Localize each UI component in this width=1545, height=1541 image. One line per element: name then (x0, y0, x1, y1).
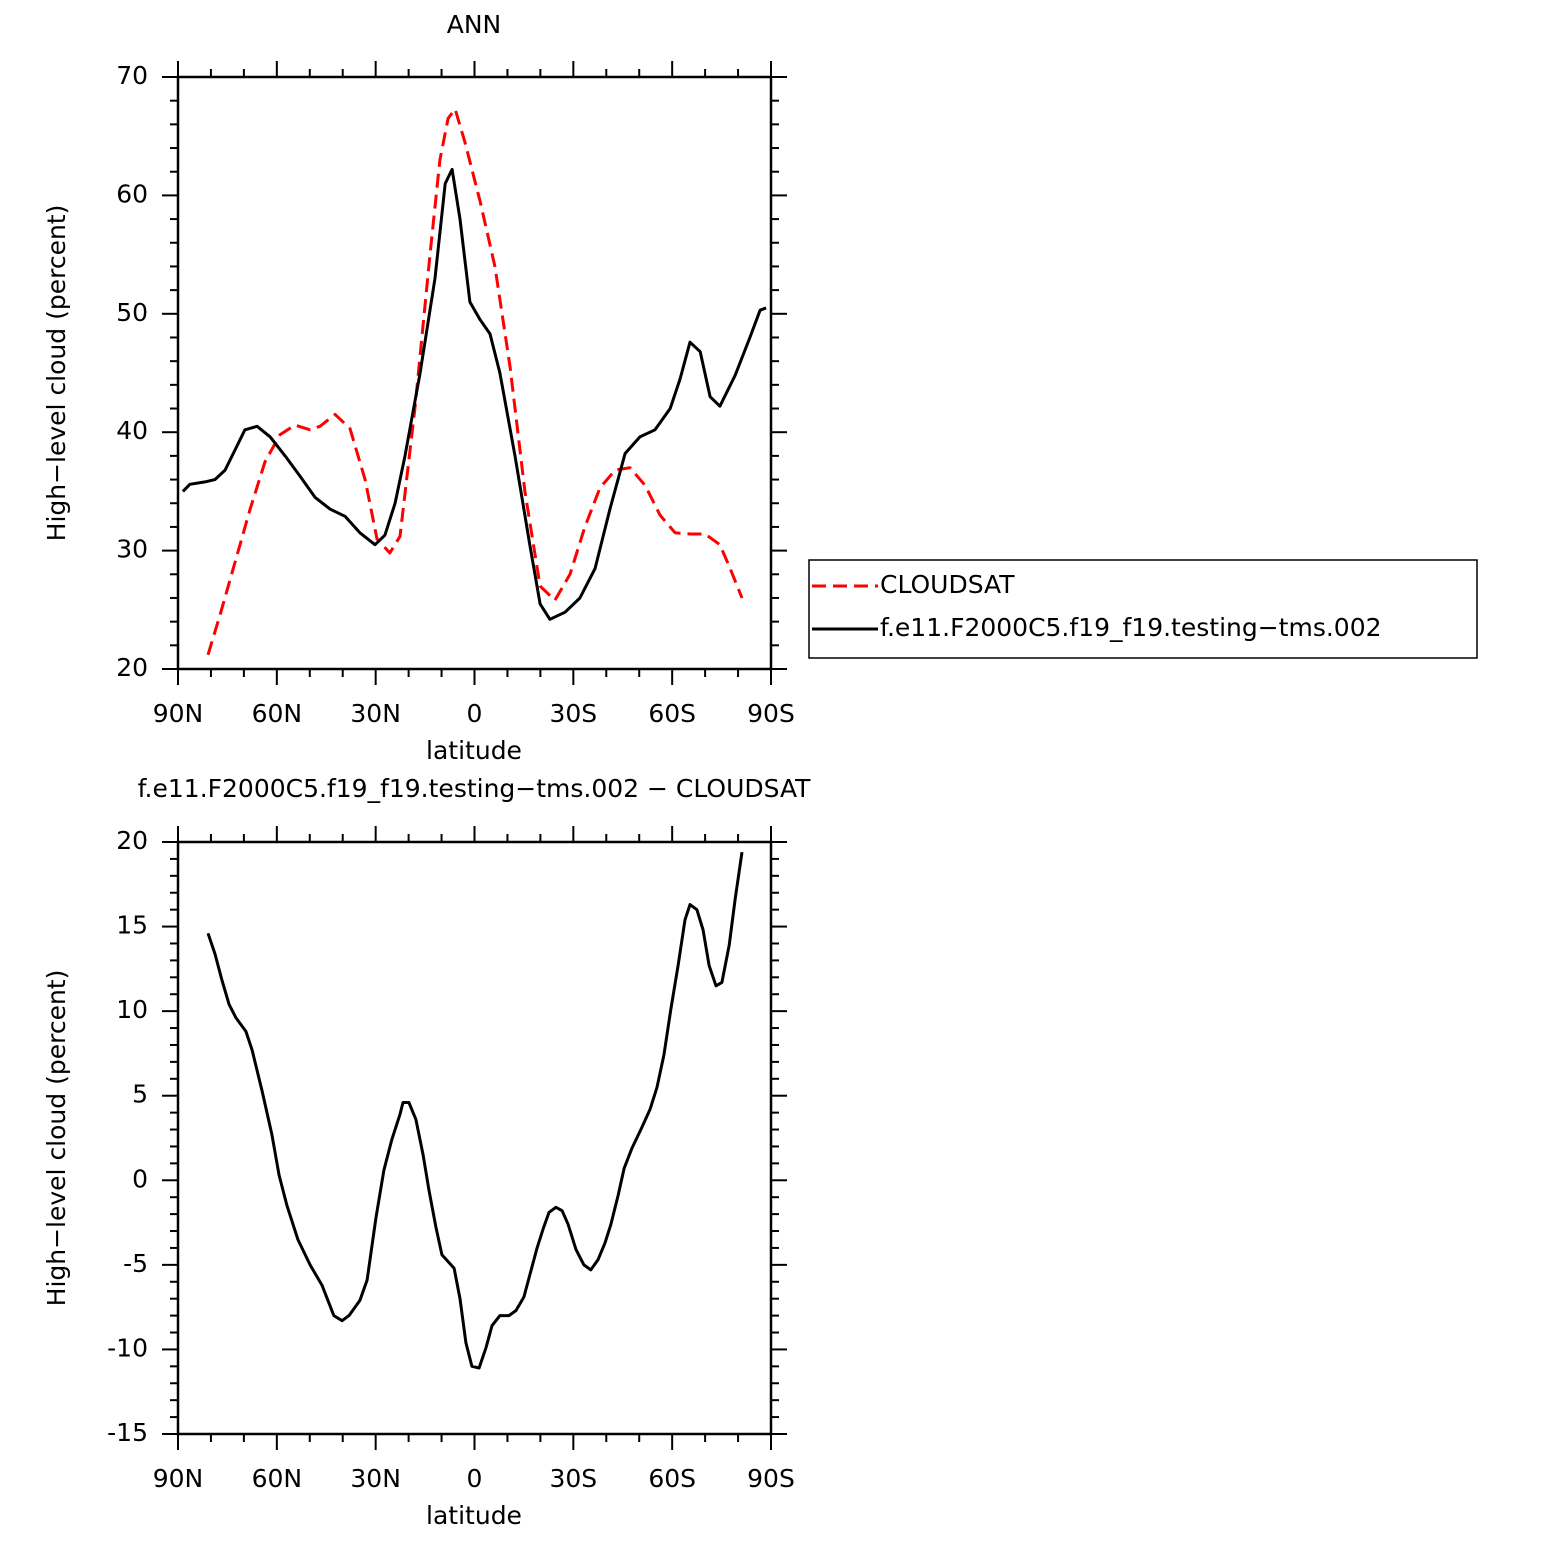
y-tick-label: -15 (107, 1418, 148, 1447)
legend-box (808, 559, 1478, 659)
y-tick-label: 5 (132, 1080, 148, 1109)
x-tick-label: 90N (153, 699, 204, 728)
data-line (206, 107, 744, 656)
x-tick-label: 60N (252, 699, 303, 728)
plot-frame (176, 840, 773, 1436)
x-tick-label: 60S (648, 699, 696, 728)
y-tick-label: 30 (116, 535, 148, 564)
x-tick-label: 30N (350, 1464, 401, 1493)
y-tick-label: 20 (116, 653, 148, 682)
y-tick-label: 20 (116, 826, 148, 855)
x-tick-label: 0 (467, 699, 483, 728)
y-axis-label: High−level cloud (percent) (42, 970, 71, 1307)
legend-label: CLOUDSAT (880, 570, 1015, 599)
data-line (206, 851, 744, 1370)
x-tick-label: 90N (153, 1464, 204, 1493)
x-tick-label: 90S (747, 1464, 795, 1493)
x-tick-label: 60S (648, 1464, 696, 1493)
y-tick-label: 0 (132, 1164, 148, 1193)
x-tick-label: 30S (549, 699, 597, 728)
y-tick-label: -5 (123, 1249, 148, 1278)
plot-frame (176, 75, 773, 671)
x-tick-label: 0 (467, 1464, 483, 1493)
y-tick-label: 70 (116, 61, 148, 90)
legend-label: f.e11.F2000C5.f19_f19.testing−tms.002 (880, 613, 1382, 642)
x-tick-label: 30S (549, 1464, 597, 1493)
chart-title: f.e11.F2000C5.f19_f19.testing−tms.002 − … (138, 774, 812, 803)
x-tick-label: 60N (252, 1464, 303, 1493)
y-axis-label: High−level cloud (percent) (42, 205, 71, 542)
x-tick-label: 90S (747, 699, 795, 728)
y-tick-label: 60 (116, 179, 148, 208)
chart-title: ANN (447, 10, 502, 39)
y-tick-label: 40 (116, 416, 148, 445)
x-axis-label: latitude (426, 1501, 522, 1530)
y-tick-label: 50 (116, 298, 148, 327)
x-tick-label: 30N (350, 699, 401, 728)
y-tick-label: 10 (116, 995, 148, 1024)
x-axis-label: latitude (426, 736, 522, 765)
data-line (181, 167, 767, 621)
y-tick-label: 15 (116, 911, 148, 940)
y-tick-label: -10 (107, 1333, 148, 1362)
